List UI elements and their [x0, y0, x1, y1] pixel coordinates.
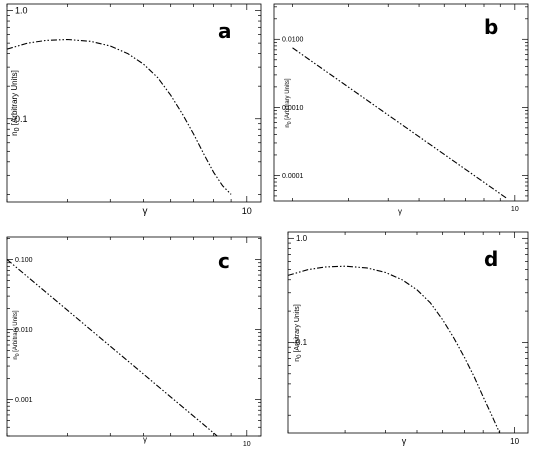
- chart-panel-c: c 10 0.100 0.010 0.001 γ n0 [Arbitrary Units]: [6, 236, 262, 448]
- x-tick-label: 10: [243, 441, 251, 448]
- plot-frame: [287, 231, 529, 434]
- series-line: [287, 265, 501, 434]
- panel-label-a: a: [218, 19, 232, 43]
- panel-label-d: d: [484, 247, 498, 271]
- chart-panel-a: a 10 1.0 0.1 γ n0 [Arbitrary Units]: [6, 3, 262, 217]
- y-tick-label: 0.0100: [282, 37, 304, 44]
- y-tick-label: 1.0: [15, 6, 28, 16]
- series-line: [6, 38, 232, 195]
- chart-panel-b: b 10 0.0100 0.0010 0.0001 γ n0 [Arbitrary Uni…: [273, 3, 529, 216]
- y-tick-label: 0.010: [15, 327, 33, 334]
- series-line: [6, 259, 218, 437]
- plot-frame: [273, 3, 529, 202]
- y-tick-label: 0.100: [15, 257, 33, 264]
- y-axis-label: n0 [Arbitrary Units]: [10, 70, 21, 136]
- panel-label-c: c: [218, 249, 230, 273]
- y-tick-label: 0.0010: [282, 105, 304, 112]
- y-tick-label: 0.001: [15, 397, 33, 404]
- x-tick-label: 10: [242, 206, 252, 216]
- plot-frame: [6, 3, 262, 203]
- y-tick-label: 0.0001: [282, 173, 304, 180]
- x-axis-label: γ: [143, 435, 147, 444]
- x-axis-label: γ: [402, 436, 407, 446]
- y-tick-label: 0.1: [296, 338, 308, 347]
- x-tick-label: 10: [510, 437, 519, 446]
- panel-label-b: b: [484, 15, 498, 39]
- series-line: [292, 47, 509, 200]
- y-axis-label: n0 [Arbitrary Units]: [285, 78, 293, 127]
- y-tick-label: 1.0: [296, 234, 308, 243]
- x-tick-label: 10: [511, 206, 519, 213]
- chart-panel-d: d 10 1.0 0.1 γ n0 [Arbitrary Units]: [287, 231, 529, 446]
- y-axis-label: n0 [Arbitrary Units]: [13, 310, 21, 359]
- y-tick-label: 0.1: [15, 114, 28, 124]
- y-axis-label: n0 [Arbitrary Units]: [294, 304, 303, 361]
- x-axis-label: γ: [143, 206, 148, 217]
- x-axis-label: γ: [398, 207, 402, 216]
